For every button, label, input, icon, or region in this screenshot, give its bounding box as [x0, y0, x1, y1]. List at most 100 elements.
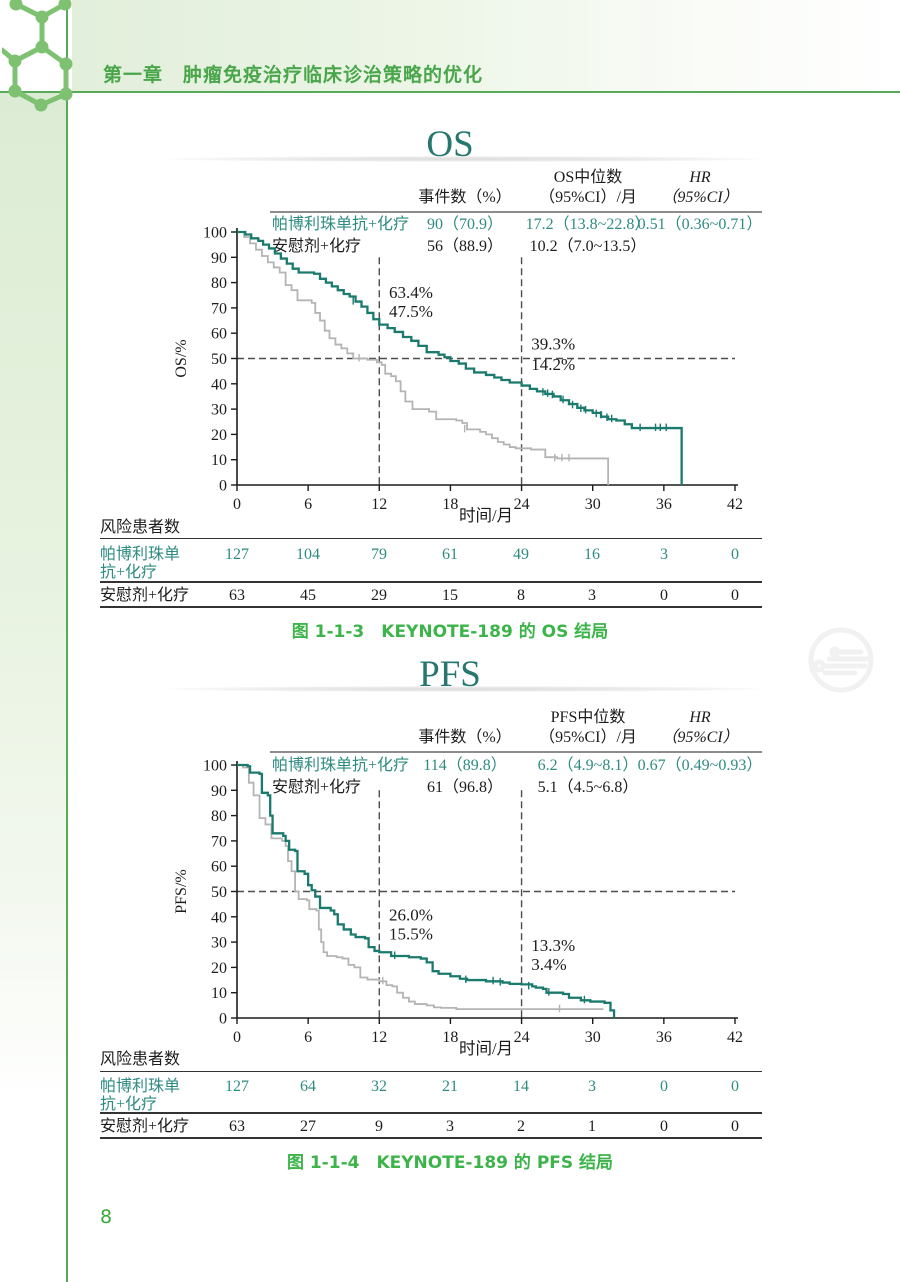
os-row2-events: 56（88.9） — [426, 238, 503, 255]
os-risk-row1-label: 帕博利珠单抗+化疗 — [100, 546, 181, 581]
os-row1-median: 17.2（13.8~22.8） — [525, 216, 651, 233]
os-hr-header-line1: HR — [689, 169, 711, 186]
svg-text:63.4%: 63.4% — [389, 283, 433, 302]
svg-text:100: 100 — [203, 758, 227, 775]
publisher-watermark-icon — [808, 627, 874, 693]
risk-count: 0 — [660, 1118, 668, 1135]
risk-count: 0 — [731, 546, 739, 563]
pfs-table-rule — [270, 751, 762, 753]
risk-count: 61 — [442, 546, 458, 563]
risk-count: 1 — [588, 1118, 596, 1135]
pfs-row1-events: 114（89.8） — [423, 757, 507, 774]
margin-vertical-line — [66, 0, 68, 1282]
svg-text:0: 0 — [219, 1011, 227, 1028]
risk-count: 0 — [731, 1078, 739, 1095]
chapter-heading: 第一章 肿瘤免疫治疗临床诊治策略的优化 — [103, 64, 484, 86]
risk-count: 49 — [513, 546, 529, 563]
os-events-header: 事件数（%） — [418, 189, 512, 206]
svg-text:42: 42 — [727, 1029, 743, 1046]
svg-text:24: 24 — [514, 496, 530, 513]
svg-text:时间/月: 时间/月 — [459, 1039, 513, 1058]
svg-text:18: 18 — [442, 1029, 458, 1046]
svg-text:6: 6 — [304, 1029, 312, 1046]
svg-text:70: 70 — [211, 833, 227, 850]
os-table-rule — [270, 211, 762, 213]
os-risk-row2-label: 安慰剂+化疗 — [100, 587, 190, 604]
risk-count: 15 — [442, 587, 458, 604]
pfs-median-header-line1: PFS中位数 — [550, 709, 626, 726]
svg-text:36: 36 — [656, 496, 672, 513]
risk-count: 32 — [371, 1078, 387, 1095]
pfs-row2-events: 61（96.8） — [426, 779, 503, 796]
risk-count: 8 — [517, 587, 525, 604]
svg-text:OS/%: OS/% — [173, 339, 190, 377]
pfs-row1-median: 6.2（4.9~8.1） — [537, 757, 639, 774]
svg-text:39.3%: 39.3% — [531, 335, 575, 354]
pfs-row2-label: 安慰剂+化疗 — [272, 779, 362, 796]
pfs-risk-rule-3 — [100, 1137, 762, 1139]
svg-text:90: 90 — [211, 783, 227, 800]
risk-count: 104 — [296, 546, 320, 563]
os-risk-rule-1 — [100, 538, 762, 539]
svg-text:36: 36 — [656, 1029, 672, 1046]
svg-text:12: 12 — [371, 496, 387, 513]
svg-text:6: 6 — [304, 496, 312, 513]
os-row2-label: 安慰剂+化疗 — [272, 238, 362, 255]
svg-text:70: 70 — [211, 300, 227, 317]
risk-count: 64 — [300, 1078, 316, 1095]
svg-text:60: 60 — [211, 326, 227, 343]
svg-text:80: 80 — [211, 275, 227, 292]
svg-text:50: 50 — [211, 884, 227, 901]
svg-text:60: 60 — [211, 859, 227, 876]
svg-text:10: 10 — [211, 985, 227, 1002]
svg-text:3.4%: 3.4% — [531, 955, 566, 974]
pfs-events-header: 事件数（%） — [418, 729, 512, 746]
svg-text:24: 24 — [514, 1029, 530, 1046]
risk-count: 27 — [300, 1118, 316, 1135]
os-row2-median: 10.2（7.0~13.5） — [529, 238, 647, 255]
svg-text:100: 100 — [203, 225, 227, 242]
svg-text:30: 30 — [585, 496, 601, 513]
os-title-divider — [168, 156, 762, 162]
svg-text:90: 90 — [211, 250, 227, 267]
svg-text:80: 80 — [211, 808, 227, 825]
risk-count: 21 — [442, 1078, 458, 1095]
left-margin-column — [0, 93, 66, 1103]
header-rule — [0, 91, 900, 93]
svg-text:30: 30 — [211, 402, 227, 419]
os-figure-caption: 图 1-1-3 KEYNOTE-189 的 OS 结局 — [291, 622, 609, 642]
risk-count: 0 — [660, 587, 668, 604]
svg-text:0: 0 — [233, 1029, 241, 1046]
pfs-figure-caption: 图 1-1-4 KEYNOTE-189 的 PFS 结局 — [286, 1153, 614, 1173]
risk-count: 0 — [731, 587, 739, 604]
pfs-risk-rule-1 — [100, 1071, 762, 1072]
pfs-median-header-line2: （95%CI）/月 — [539, 729, 637, 746]
risk-count: 0 — [731, 1118, 739, 1135]
svg-text:18: 18 — [442, 496, 458, 513]
page-number: 8 — [100, 1206, 113, 1228]
risk-count: 63 — [229, 587, 245, 604]
risk-count: 9 — [375, 1118, 383, 1135]
svg-text:0: 0 — [219, 478, 227, 495]
svg-text:20: 20 — [211, 960, 227, 977]
svg-text:30: 30 — [211, 935, 227, 952]
svg-text:15.5%: 15.5% — [389, 925, 433, 944]
risk-count: 0 — [660, 1078, 668, 1095]
svg-text:10: 10 — [211, 452, 227, 469]
risk-count: 29 — [371, 587, 387, 604]
svg-text:时间/月: 时间/月 — [459, 506, 513, 525]
os-risk-title: 风险患者数 — [100, 519, 181, 536]
svg-text:13.3%: 13.3% — [531, 936, 575, 955]
svg-text:26.0%: 26.0% — [389, 906, 433, 925]
pfs-row1-hr: 0.67（0.49~0.93） — [637, 757, 763, 774]
os-risk-rule-2 — [100, 581, 762, 583]
svg-text:30: 30 — [585, 1029, 601, 1046]
os-risk-rule-3 — [100, 606, 762, 608]
pfs-risk-title: 风险患者数 — [100, 1051, 181, 1068]
svg-text:14.2%: 14.2% — [531, 355, 575, 374]
risk-count: 16 — [584, 546, 600, 563]
os-row1-label: 帕博利珠单抗+化疗 — [272, 216, 410, 233]
svg-text:42: 42 — [727, 496, 743, 513]
risk-count: 63 — [229, 1118, 245, 1135]
